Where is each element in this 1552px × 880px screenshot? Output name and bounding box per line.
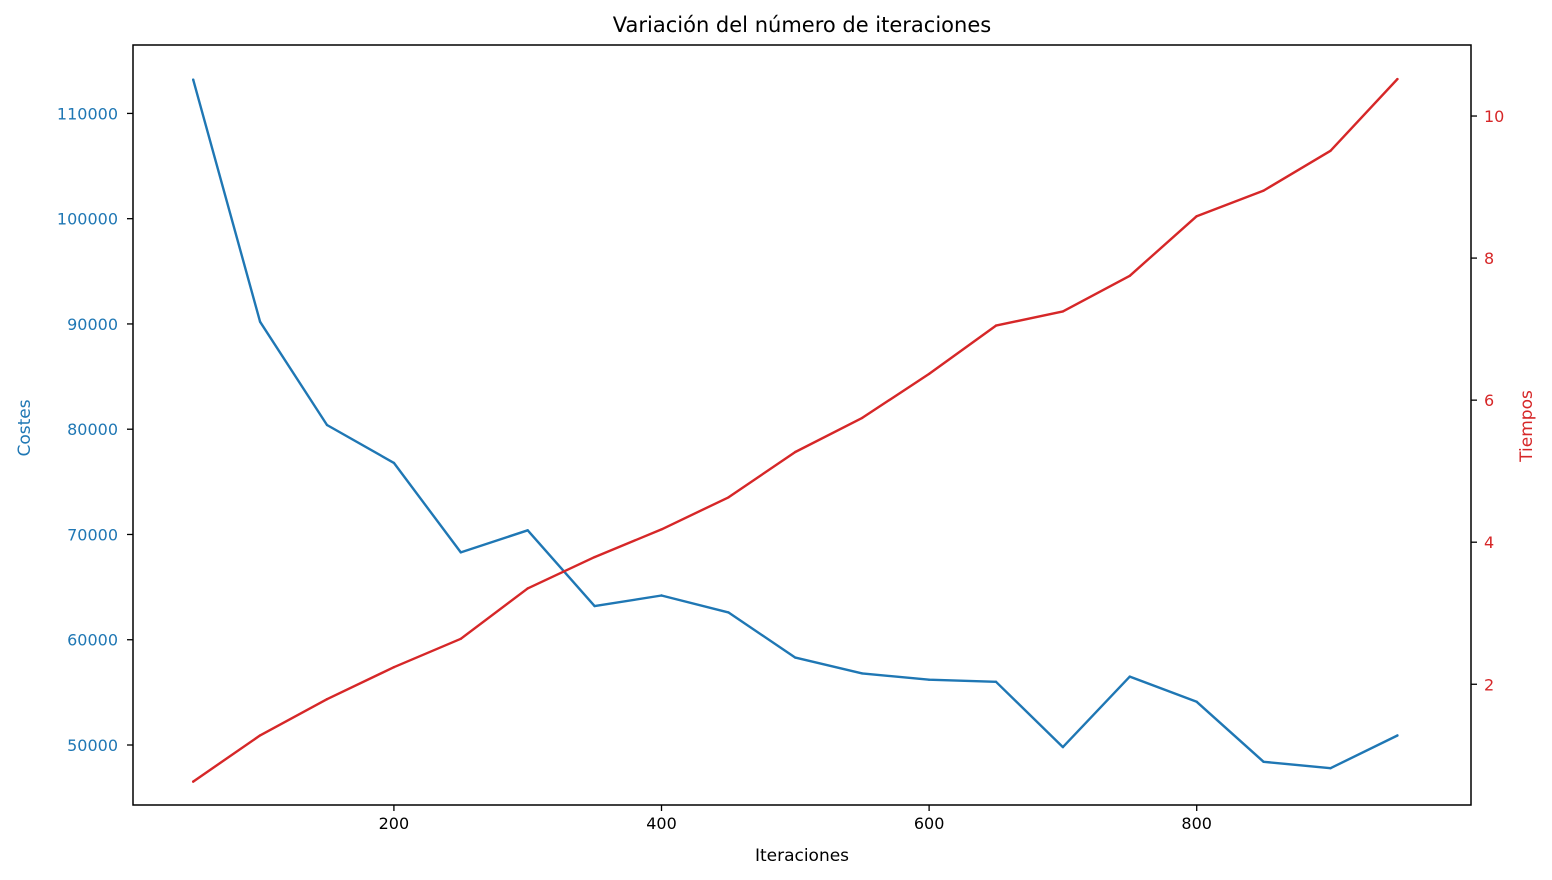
data-point [1061,310,1065,313]
left-y-tick-label: 100000 [57,210,118,229]
data-point [593,555,596,559]
x-tick-label: 400 [646,814,677,833]
data-point [861,416,864,420]
data-point [459,551,462,554]
data-point [994,680,998,683]
data-point [392,461,396,465]
left-y-tick-label: 90000 [67,315,118,334]
x-tick-label: 600 [914,814,945,833]
data-point [1195,215,1198,218]
data-point [1396,77,1399,81]
left-y-tick-label: 70000 [67,525,118,544]
data-point [994,324,998,327]
data-point [392,666,396,669]
data-point [526,529,529,532]
series-line [191,77,1399,783]
data-point [1061,745,1065,749]
right-y-tick-label: 8 [1484,249,1494,268]
x-tick-label: 200 [379,814,410,833]
costes-series [191,78,1399,770]
series-line [191,78,1399,770]
x-axis-label: Iteraciones [755,846,849,866]
right-y-tick-label: 2 [1484,675,1494,694]
series-layer [191,77,1399,783]
data-point [1262,189,1265,192]
data-point [258,320,262,323]
data-point [526,587,529,590]
data-point [927,372,931,376]
data-point [927,678,931,681]
left-y-tick-label: 80000 [67,420,118,439]
data-point [1128,274,1132,277]
plot-area [132,44,1472,806]
data-point [727,611,730,614]
left-y-tick-label: 110000 [57,104,118,123]
right-y-axis-label: Tiempos [1517,390,1537,463]
left-y-tick-label: 50000 [67,736,118,755]
right-y-tick-label: 10 [1484,107,1504,126]
data-point [861,672,864,675]
data-point [192,780,195,783]
data-point [1396,734,1399,737]
data-point [459,637,462,640]
x-tick-label: 800 [1181,814,1212,833]
x-axis: 200 400 600 800 [379,805,1212,833]
data-point [1329,767,1332,770]
data-point [1128,675,1132,678]
left-y-axis-label: Costes [15,399,35,456]
data-point [660,594,663,597]
left-y-axis: 50000 60000 70000 80000 90000 100000 110000 [57,104,133,755]
left-y-tick-label: 60000 [67,631,118,650]
data-point [727,496,730,499]
data-point [325,698,329,701]
data-point [325,423,329,427]
data-point [593,604,596,608]
data-point [1262,760,1265,763]
tiempos-series [191,77,1399,783]
right-y-tick-label: 4 [1484,533,1494,552]
data-point [1329,149,1332,152]
right-y-axis: 2 4 6 8 10 [1471,107,1504,694]
right-y-tick-label: 6 [1484,391,1494,410]
data-point [258,734,262,737]
data-point [1195,700,1198,703]
data-point [794,450,797,454]
data-point [794,656,797,659]
data-point [192,78,195,81]
chart-title: Variación del número de iteraciones [613,13,991,37]
data-point [660,528,663,531]
